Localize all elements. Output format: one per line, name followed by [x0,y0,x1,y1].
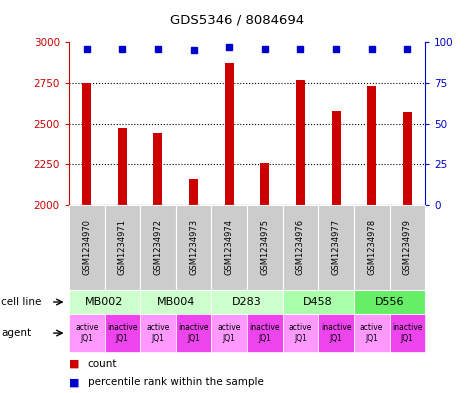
Bar [153,133,162,393]
Text: D283: D283 [232,297,262,307]
Bar [104,314,140,352]
Bar [296,79,305,393]
Text: GDS5346 / 8084694: GDS5346 / 8084694 [171,14,304,27]
Text: active
JQ1: active JQ1 [289,323,312,343]
Text: D458: D458 [304,297,333,307]
Bar [318,314,354,352]
Text: active
JQ1: active JQ1 [146,323,170,343]
Text: cell line: cell line [1,297,41,307]
Bar [283,205,318,290]
Bar [367,86,376,393]
Text: D556: D556 [375,297,404,307]
Bar [69,314,104,352]
Bar [140,314,176,352]
Text: MB004: MB004 [157,297,195,307]
Bar [403,112,412,393]
Bar [283,290,354,314]
Text: GSM1234975: GSM1234975 [260,219,269,275]
Bar [211,314,247,352]
Bar [104,205,140,290]
Text: GSM1234972: GSM1234972 [153,219,162,275]
Bar [176,205,211,290]
Bar [247,314,283,352]
Bar [283,314,318,352]
Text: active
JQ1: active JQ1 [75,323,98,343]
Text: GSM1234973: GSM1234973 [189,219,198,275]
Text: inactive
JQ1: inactive JQ1 [107,323,138,343]
Text: inactive
JQ1: inactive JQ1 [392,323,423,343]
Bar [69,290,140,314]
Bar [140,290,211,314]
Text: percentile rank within the sample: percentile rank within the sample [88,377,264,387]
Bar [118,129,127,393]
Bar [189,179,198,393]
Bar [140,205,176,290]
Bar [82,83,91,393]
Bar [211,290,283,314]
Text: agent: agent [1,328,31,338]
Text: GSM1234977: GSM1234977 [332,219,341,275]
Bar [390,314,425,352]
Bar [247,205,283,290]
Text: inactive
JQ1: inactive JQ1 [178,323,209,343]
Text: GSM1234970: GSM1234970 [82,219,91,275]
Bar [318,205,354,290]
Text: inactive
JQ1: inactive JQ1 [321,323,352,343]
Bar [260,163,269,393]
Bar [211,205,247,290]
Text: active
JQ1: active JQ1 [218,323,241,343]
Bar [332,110,341,393]
Text: active
JQ1: active JQ1 [360,323,383,343]
Bar [354,314,390,352]
Bar [176,314,211,352]
Bar [69,205,104,290]
Bar [225,63,234,393]
Text: ■: ■ [69,377,79,387]
Text: count: count [88,359,117,369]
Text: GSM1234971: GSM1234971 [118,219,127,275]
Text: MB002: MB002 [86,297,124,307]
Text: ■: ■ [69,359,79,369]
Text: inactive
JQ1: inactive JQ1 [249,323,280,343]
Text: GSM1234979: GSM1234979 [403,219,412,275]
Text: GSM1234974: GSM1234974 [225,219,234,275]
Bar [390,205,425,290]
Bar [354,205,390,290]
Text: GSM1234976: GSM1234976 [296,219,305,275]
Bar [354,290,425,314]
Text: GSM1234978: GSM1234978 [367,219,376,275]
